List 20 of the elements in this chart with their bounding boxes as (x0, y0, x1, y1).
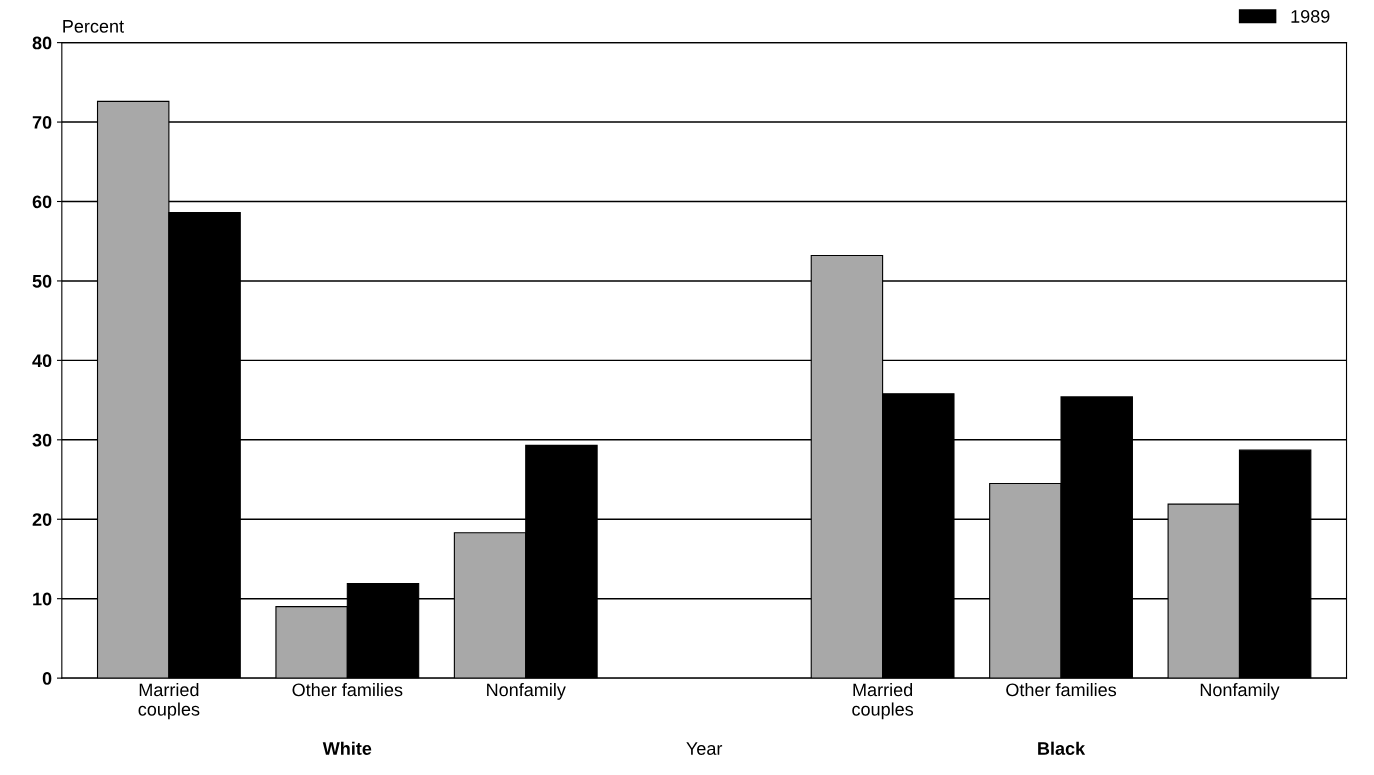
y-tick-label: 80 (32, 36, 52, 50)
x-tick-label: Married couples (138, 682, 200, 720)
x-tick-label: Other families (292, 682, 403, 697)
y-tick-label: 20 (32, 513, 52, 526)
x-tick-label: Other families (1006, 682, 1117, 697)
x-tick-label: Married couples (852, 682, 914, 720)
y-tick-label: 10 (33, 592, 52, 606)
text: White (322, 741, 372, 755)
x-tick-label: Nonfamily (1200, 682, 1280, 700)
legend-label: 1989 (1291, 10, 1330, 23)
y-tick-label: 30 (32, 433, 52, 447)
y-tick-label: 50 (32, 274, 52, 288)
text: Black (1038, 741, 1086, 755)
y-tick-label: 40 (32, 354, 52, 368)
y-axis-title: Percent (63, 20, 124, 33)
y-tick-label: 70 (32, 116, 52, 129)
x-tick-label: Nonfamily (487, 682, 566, 700)
x-axis-title: Year (686, 742, 723, 755)
y-tick-label: 60 (32, 195, 52, 209)
y-tick-label: 0 (42, 672, 52, 685)
